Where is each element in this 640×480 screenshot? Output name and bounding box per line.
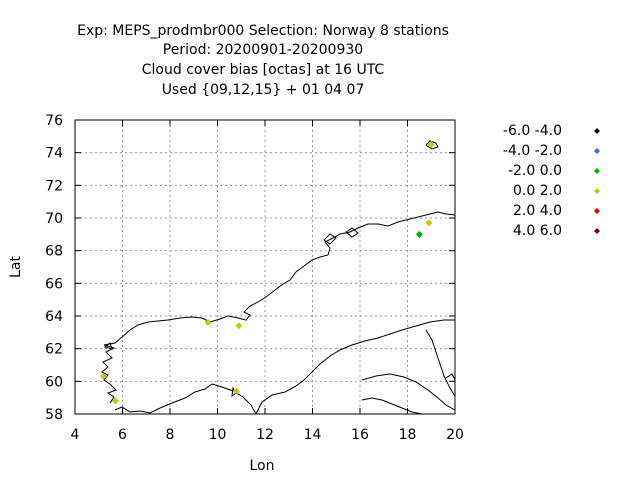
x-tick-label: 4 [71,427,80,443]
y-axis-ticks: 58 60 62 64 66 68 70 72 74 76 [45,113,455,423]
x-tick-label: 10 [209,427,227,443]
station-point [415,230,423,238]
x-tick-label: 8 [166,427,175,443]
station-point [204,319,212,327]
y-axis-label: Lat [8,256,24,278]
grid-lines [75,120,455,414]
y-tick-label: 58 [45,407,63,423]
legend-marker [594,168,600,174]
station-point [233,387,240,395]
legend: -6.0 -4.0 -4.0 -2.0 -2.0 0.0 0.0 2.0 2.0 4.0… [503,123,600,239]
station-point [235,322,243,330]
station-point [425,219,433,227]
y-tick-label: 70 [45,211,63,227]
legend-label: -4.0 -2.0 [503,143,562,159]
station-point [427,141,435,148]
title-line-experiment: Exp: MEPS_prodmbr000 Selection: Norway 8… [77,23,449,39]
x-axis-ticks: 4 6 8 10 12 14 16 18 20 [71,120,464,443]
station-points [100,141,435,405]
x-tick-label: 18 [399,427,417,443]
legend-marker [594,228,600,234]
station-point [100,372,107,380]
station-point [111,397,119,405]
x-tick-label: 16 [351,427,369,443]
x-axis-label: Lon [250,458,275,474]
y-tick-label: 68 [45,244,63,260]
legend-label: -6.0 -4.0 [503,123,562,139]
legend-label: 4.0 6.0 [513,223,562,239]
y-tick-label: 60 [45,374,63,390]
legend-label: 2.0 4.0 [513,203,562,219]
y-tick-label: 66 [45,276,63,292]
legend-marker [594,148,600,154]
x-tick-label: 20 [446,427,464,443]
coastline [101,140,456,415]
x-tick-label: 12 [256,427,274,443]
y-tick-label: 64 [45,309,63,325]
title-line-period: Period: 20200901-20200930 [163,42,363,58]
chart-title: Exp: MEPS_prodmbr000 Selection: Norway 8… [77,23,449,98]
y-tick-label: 76 [45,113,63,129]
x-tick-label: 6 [118,427,127,443]
legend-label: 0.0 2.0 [513,183,562,199]
legend-marker [594,128,600,134]
y-tick-label: 74 [45,146,63,162]
y-tick-label: 72 [45,178,63,194]
legend-marker [594,208,600,214]
y-tick-label: 62 [45,342,63,358]
x-tick-label: 14 [304,427,322,443]
legend-marker [594,188,600,194]
legend-label: -2.0 0.0 [508,163,562,179]
title-line-parameter: Cloud cover bias [octas] at 16 UTC [142,62,385,78]
title-line-used-hours: Used {09,12,15} + 01 04 07 [162,82,365,98]
